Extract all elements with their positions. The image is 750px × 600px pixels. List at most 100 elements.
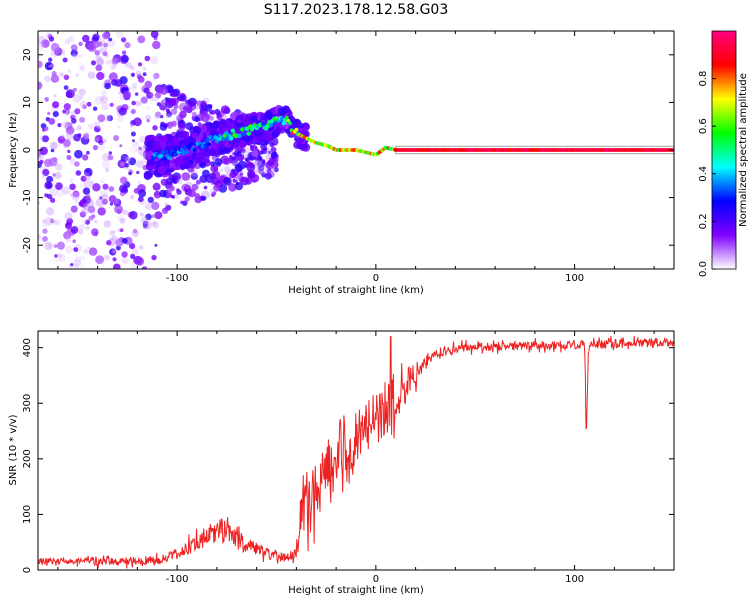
spectrogram-cell <box>132 141 139 148</box>
spectrogram-cell <box>112 229 117 234</box>
spectrogram-cell <box>78 229 84 235</box>
spectrogram-cell <box>143 87 150 94</box>
spectrogram-cell <box>140 216 149 225</box>
spectrogram-cell <box>58 143 62 147</box>
spectrogram-cell <box>146 119 150 123</box>
spectrogram-cell <box>239 172 243 176</box>
spectrogram-cell <box>46 175 54 183</box>
spectrogram-cell <box>181 172 191 181</box>
spectrogram-cell <box>106 115 113 122</box>
spectrogram-cell <box>119 176 128 185</box>
spectrogram-cell <box>204 104 212 112</box>
spectrogram-cell <box>168 98 177 106</box>
spectrogram-cell <box>152 221 157 225</box>
spectrogram-cell <box>132 82 138 89</box>
spectrogram-cell <box>73 247 79 253</box>
colorbar-ticks: 0.0 0.2 0.4 0.6 0.8 <box>698 71 716 277</box>
spectrogram-cell <box>52 111 59 118</box>
spectrogram-cell <box>48 57 53 62</box>
spectrogram-cell <box>90 60 97 66</box>
spectrogram-cell <box>263 147 268 151</box>
colorbar-tick-label: 0.0 <box>698 261 709 277</box>
spectrogram-cell <box>159 86 168 95</box>
spectrogram-cell <box>131 100 136 106</box>
spectrogram-cell <box>130 65 135 71</box>
spectrogram-cell <box>61 121 68 127</box>
spectrogram-cell <box>118 107 127 116</box>
spectrogram-cell <box>180 95 186 101</box>
spectrogram-cell <box>59 72 64 77</box>
spectrogram-cell <box>87 205 96 214</box>
spectrogram-cell <box>145 114 152 121</box>
spectrogram-cell <box>240 154 245 158</box>
spectrogram-cell <box>63 85 69 90</box>
spectrogram-cell <box>130 72 135 77</box>
spectrogram-cell <box>224 166 231 173</box>
spectrogram-cell <box>138 189 147 198</box>
spectrogram-cell <box>46 193 53 200</box>
spectrogram-cell <box>267 159 275 167</box>
spectrogram-cell <box>102 138 108 144</box>
spectrogram-cell <box>177 130 185 139</box>
spectrogram-cell <box>58 254 66 262</box>
spectrogram-cell <box>82 104 87 109</box>
spectrogram-cell <box>39 146 48 156</box>
spectrogram-cell <box>76 125 82 131</box>
spectrogram-cell <box>118 91 122 95</box>
spectrogram-cell <box>105 168 109 172</box>
spectrogram-cell <box>108 72 118 82</box>
y-tick-label: -10 <box>22 189 33 205</box>
spectrogram-cell <box>189 159 194 165</box>
spectrogram-cell <box>83 133 89 140</box>
spectrogram-cell <box>214 108 220 115</box>
spectrogram-cell <box>78 62 86 71</box>
spectrogram-cell <box>79 255 86 261</box>
spectrogram-cell <box>121 237 128 244</box>
spectrogram-cell <box>48 36 55 42</box>
spectrogram-cell <box>184 184 190 190</box>
spectrogram-cell <box>152 182 161 191</box>
spectrogram-cell <box>63 139 71 147</box>
spectrogram-cell <box>69 158 77 165</box>
spectrogram-cell <box>150 92 155 97</box>
snr-series-line <box>38 335 674 569</box>
spectrogram-cell <box>137 76 145 83</box>
spectrogram-cell <box>111 63 117 70</box>
spectrogram-cell <box>72 45 78 52</box>
spectrogram-cell <box>74 108 81 115</box>
spectrogram-cell <box>119 144 123 148</box>
spectrogram-cell <box>241 151 248 158</box>
spectrogram-cell <box>105 54 109 59</box>
y-tick-label: 400 <box>22 338 33 357</box>
spectrogram-cell <box>131 248 139 256</box>
spectrogram-cell <box>130 131 136 137</box>
spectrogram-cell <box>93 136 100 143</box>
spectrogram-cell <box>48 141 57 150</box>
spectrogram-cell <box>113 135 120 141</box>
spectrogram-cell <box>130 85 137 91</box>
y-tick-label: 200 <box>22 449 33 468</box>
spectrogram-cell <box>77 54 83 60</box>
spectrogram-cell <box>122 90 132 100</box>
spectrogram-cell <box>264 172 272 180</box>
spectrogram-cell <box>111 57 119 65</box>
spectrogram-cell <box>233 143 238 148</box>
spectrogram-cell <box>145 213 152 221</box>
spectrogram-cell <box>144 80 153 89</box>
spectrogram-cell <box>107 154 114 161</box>
y-tick-label: -20 <box>22 237 33 253</box>
spectrogram-cell <box>84 179 93 189</box>
spectrogram-cell <box>136 170 140 175</box>
spectrogram-cell <box>84 167 93 177</box>
spectrogram-cell <box>142 223 148 229</box>
spectrogram-cell <box>212 177 220 185</box>
spectrogram-cell <box>38 60 43 69</box>
spectrogram-cell <box>154 211 163 220</box>
spectrogram-cell <box>260 121 266 126</box>
spectrogram-cell <box>53 244 58 248</box>
spectrogram-cell <box>170 167 175 172</box>
spectrogram-cell <box>162 156 167 161</box>
spectrogram-cell <box>70 205 78 213</box>
spectrogram-cell <box>46 182 53 189</box>
spectrogram-cell <box>54 219 61 226</box>
